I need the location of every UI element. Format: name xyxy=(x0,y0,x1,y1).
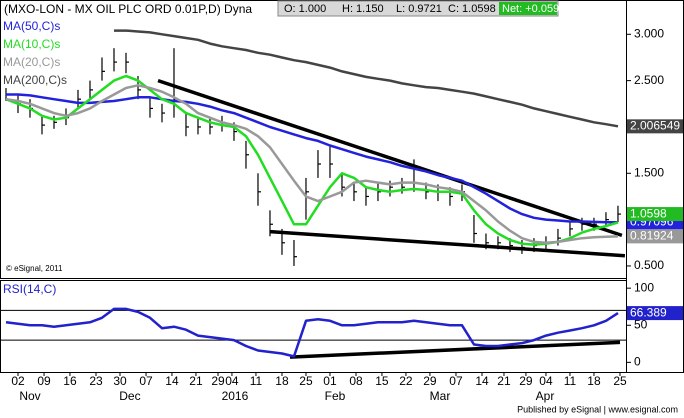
trendline xyxy=(269,229,626,258)
x-tick-label: 11 xyxy=(564,374,577,388)
month-label: 2016 xyxy=(222,389,249,403)
x-tick-label: 29 xyxy=(211,374,225,388)
x-tick-label: 15 xyxy=(375,374,389,388)
y-tick-label: 0.500 xyxy=(634,258,664,272)
x-tick-label: 04 xyxy=(539,374,553,388)
x-tick-label: 07 xyxy=(139,374,153,388)
x-tick-label: 18 xyxy=(275,374,289,388)
trendline xyxy=(289,340,621,359)
rsi-panel xyxy=(0,280,627,373)
quote-close: C: 1.0598 xyxy=(448,3,496,15)
x-tick-label: 18 xyxy=(587,374,601,388)
x-tick-label: 14 xyxy=(475,374,489,388)
x-tick-label: 07 xyxy=(449,374,463,388)
x-tick-label: 02 xyxy=(11,374,25,388)
x-tick-label: 22 xyxy=(399,374,413,388)
y-tick-label: 50 xyxy=(634,317,648,331)
x-tick-label: 16 xyxy=(63,374,77,388)
x-tick-label: 29 xyxy=(423,374,437,388)
plot-layer: 3.0002.5001.5000.5000.970960.819242.0065… xyxy=(0,19,683,403)
series-line xyxy=(6,93,619,224)
y-tick-label: 0 xyxy=(634,355,641,369)
value-callout: 1.0598 xyxy=(630,206,667,220)
copyright: © eSignal, 2011 xyxy=(6,264,63,273)
legend-entry: MA(50,C)s xyxy=(3,19,60,33)
chart-title: (MXO-LON - MX OIL PLC ORD 0.01P,D) Dyna xyxy=(4,2,252,16)
x-tick-label: 01 xyxy=(323,374,337,388)
trendline xyxy=(157,78,623,238)
month-label: Nov xyxy=(19,389,40,403)
value-callout-box xyxy=(627,229,683,244)
x-tick-label: 29 xyxy=(519,374,533,388)
quote-net: Net: +0.0598 xyxy=(502,3,565,15)
value-callout-box xyxy=(627,119,683,134)
legend-entry: MA(20,C)s xyxy=(3,55,60,69)
series-line xyxy=(114,29,619,128)
quote-low: L: 0.9721 xyxy=(396,3,442,15)
x-tick-label: 09 xyxy=(37,374,51,388)
x-tick-label: 25 xyxy=(299,374,313,388)
month-label: Apr xyxy=(536,389,555,403)
y-tick-label: 100 xyxy=(634,280,654,294)
value-callout-box xyxy=(627,207,683,222)
x-tick-label: 30 xyxy=(113,374,127,388)
net-box xyxy=(499,2,557,15)
value-callout: 2.006549 xyxy=(630,119,680,133)
quote-high: H: 1.150 xyxy=(342,3,384,15)
month-label: Dec xyxy=(119,389,140,403)
month-label: Feb xyxy=(325,389,346,403)
month-label: Mar xyxy=(430,389,451,403)
y-tick-label: 2.500 xyxy=(634,73,664,87)
x-tick-label: 23 xyxy=(89,374,103,388)
quote-open: O: 1.000 xyxy=(284,3,326,15)
legend-entry: RSI(14,C) xyxy=(3,282,56,296)
x-tick-label: 04 xyxy=(225,374,239,388)
y-tick-label: 1.500 xyxy=(634,165,664,179)
y-tick-label: 3.000 xyxy=(634,26,664,40)
value-callout: 66.389 xyxy=(630,305,667,319)
x-tick-label: 08 xyxy=(349,374,363,388)
value-callout: 0.81924 xyxy=(630,229,674,243)
series-line xyxy=(5,307,619,358)
legend-entry: MA(200,C)s xyxy=(3,73,67,87)
x-tick-label: 21 xyxy=(497,374,511,388)
series-line xyxy=(5,74,619,246)
x-tick-label: 25 xyxy=(613,374,627,388)
series-line xyxy=(5,84,619,245)
x-tick-label: 21 xyxy=(189,374,203,388)
footer: Published by eSignal | www.esignal.com xyxy=(517,404,678,414)
legend-entry: MA(10,C)s xyxy=(3,37,60,51)
x-tick-label: 11 xyxy=(250,374,263,388)
x-tick-label: 14 xyxy=(165,374,179,388)
quote-box xyxy=(277,0,559,17)
value-callout-box xyxy=(627,306,683,321)
